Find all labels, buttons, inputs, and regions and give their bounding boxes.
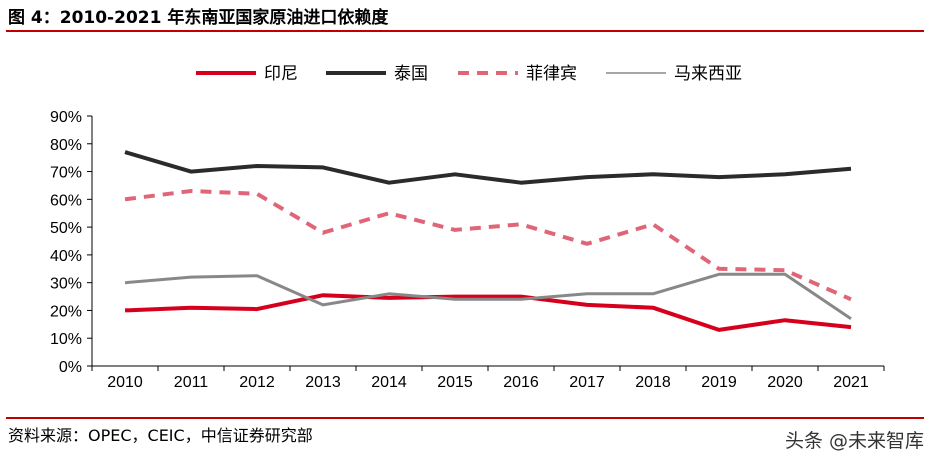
legend-label: 印尼 [264, 64, 298, 83]
y-tick-label: 40% [50, 248, 82, 265]
legend-label: 马来西亚 [674, 64, 742, 83]
source-note: 资料来源：OPEC，CEIC，中信证券研究部 [8, 426, 313, 445]
legend: 印尼 泰国 菲律宾 马来西亚 [196, 64, 742, 83]
y-tick-label: 90% [50, 109, 82, 126]
series-lines [124, 150, 852, 332]
y-tick-label: 0% [59, 359, 82, 376]
x-tick-label: 2011 [174, 374, 209, 391]
y-tick-label: 50% [50, 220, 82, 237]
axes: 0% 10% 20% 30% 40% 50% 60% 70% 80% 90% 2010 2011 201… [50, 109, 885, 391]
x-tick-label: 2021 [833, 374, 869, 391]
chart-title: 图 4：2010-2021 年东南亚国家原油进口依赖度 [8, 8, 389, 28]
watermark: 头条 @未来智库 [784, 430, 924, 452]
y-tick-label: 30% [50, 276, 82, 293]
x-tick-label: 2015 [437, 374, 473, 391]
x-tick-label: 2016 [503, 374, 539, 391]
x-tick-label: 2020 [767, 374, 803, 391]
legend-label: 泰国 [394, 64, 428, 83]
title-divider [6, 30, 924, 32]
series-line [124, 293, 852, 332]
y-tick-label: 10% [50, 331, 82, 348]
x-tick-label: 2013 [305, 374, 341, 391]
x-tick-label: 2012 [239, 374, 275, 391]
y-tick-label: 20% [50, 303, 82, 320]
y-tick-label: 70% [50, 165, 82, 182]
x-tick-label: 2017 [569, 374, 605, 391]
series-line [124, 150, 852, 185]
y-tick-label: 80% [50, 137, 82, 154]
x-tick-label: 2014 [371, 374, 407, 391]
y-tick-label: 60% [50, 192, 82, 209]
footer-divider [6, 417, 924, 419]
x-tick-label: 2018 [635, 374, 671, 391]
legend-label: 菲律宾 [526, 64, 577, 83]
x-tick-label: 2019 [701, 374, 737, 391]
series-line [124, 189, 852, 302]
series-line [124, 272, 852, 321]
x-tick-label: 2010 [107, 374, 143, 391]
